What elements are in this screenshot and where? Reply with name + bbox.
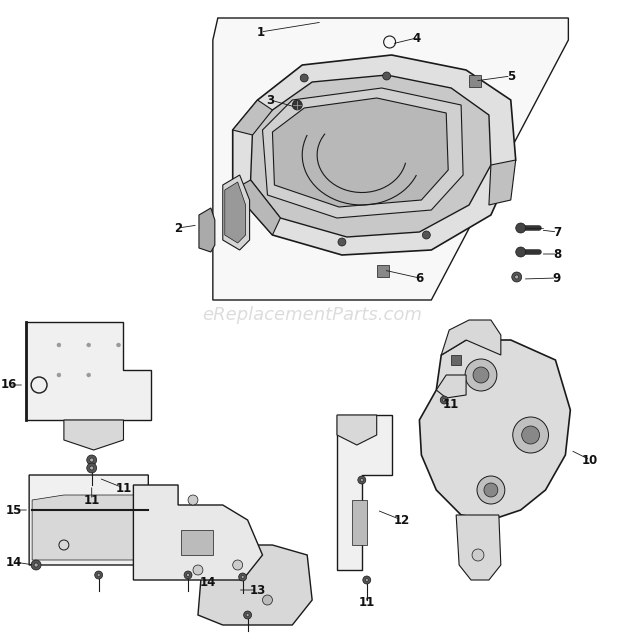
Circle shape (422, 231, 430, 239)
Circle shape (187, 573, 190, 577)
Circle shape (193, 565, 203, 575)
Circle shape (239, 573, 247, 581)
Polygon shape (250, 75, 491, 237)
Circle shape (484, 483, 498, 497)
Circle shape (513, 417, 549, 453)
Circle shape (90, 466, 94, 470)
Circle shape (292, 100, 302, 110)
Circle shape (95, 571, 103, 579)
Circle shape (465, 359, 497, 391)
Polygon shape (223, 175, 250, 250)
Circle shape (472, 549, 484, 561)
Circle shape (338, 238, 346, 246)
Circle shape (473, 367, 489, 383)
Text: 7: 7 (554, 225, 562, 239)
Polygon shape (419, 340, 570, 520)
Circle shape (512, 272, 521, 282)
Circle shape (232, 560, 242, 570)
Polygon shape (441, 320, 501, 355)
Text: 11: 11 (84, 494, 100, 506)
Circle shape (31, 560, 41, 570)
Text: 10: 10 (582, 453, 598, 467)
Circle shape (246, 613, 249, 617)
Polygon shape (262, 88, 463, 218)
Polygon shape (337, 415, 392, 570)
Polygon shape (32, 495, 171, 560)
Text: 4: 4 (412, 32, 420, 44)
Polygon shape (199, 208, 215, 252)
Circle shape (188, 495, 198, 505)
Text: 11: 11 (443, 399, 459, 411)
Bar (451, 355, 461, 365)
Polygon shape (272, 98, 448, 207)
Circle shape (515, 275, 519, 279)
Text: 15: 15 (6, 503, 22, 517)
Circle shape (358, 476, 366, 484)
Polygon shape (456, 515, 501, 580)
Bar (377, 265, 389, 277)
Circle shape (516, 223, 526, 233)
Polygon shape (337, 415, 377, 445)
Circle shape (90, 458, 94, 462)
Polygon shape (232, 180, 280, 235)
Bar (469, 75, 481, 87)
Circle shape (363, 576, 371, 584)
Text: 3: 3 (267, 94, 275, 106)
Text: 11: 11 (115, 482, 131, 494)
Polygon shape (64, 420, 123, 450)
Circle shape (87, 343, 91, 347)
Polygon shape (232, 100, 272, 135)
Text: 11: 11 (358, 596, 375, 610)
Text: 14: 14 (200, 577, 216, 589)
Polygon shape (352, 500, 367, 545)
Polygon shape (198, 545, 312, 625)
Circle shape (34, 563, 38, 567)
Polygon shape (225, 182, 246, 243)
Circle shape (241, 575, 244, 579)
Polygon shape (181, 530, 213, 555)
Circle shape (360, 479, 363, 482)
Circle shape (383, 72, 391, 80)
Text: 5: 5 (507, 70, 515, 82)
Polygon shape (232, 55, 516, 255)
Circle shape (117, 343, 120, 347)
Circle shape (443, 399, 446, 401)
Circle shape (244, 611, 252, 619)
Circle shape (87, 373, 91, 377)
Text: 12: 12 (394, 513, 410, 527)
Text: 6: 6 (415, 272, 423, 284)
Polygon shape (213, 18, 569, 300)
Circle shape (262, 595, 272, 605)
Circle shape (521, 426, 539, 444)
Text: 9: 9 (552, 272, 560, 284)
Polygon shape (26, 322, 151, 420)
Text: 14: 14 (6, 556, 22, 568)
Polygon shape (436, 375, 466, 398)
Circle shape (300, 74, 308, 82)
Text: 2: 2 (174, 222, 182, 234)
Text: 13: 13 (249, 584, 265, 596)
Circle shape (57, 373, 61, 377)
Circle shape (57, 343, 61, 347)
Circle shape (516, 247, 526, 257)
Circle shape (184, 571, 192, 579)
Circle shape (365, 579, 368, 582)
Circle shape (440, 396, 448, 404)
Circle shape (87, 455, 97, 465)
Text: 1: 1 (257, 25, 265, 39)
Text: 8: 8 (553, 248, 562, 261)
Text: 16: 16 (1, 379, 17, 391)
Circle shape (477, 476, 505, 504)
Circle shape (97, 573, 100, 577)
Polygon shape (489, 160, 516, 205)
Polygon shape (29, 475, 173, 565)
Polygon shape (133, 485, 262, 580)
Circle shape (87, 463, 97, 473)
Text: eReplacementParts.com: eReplacementParts.com (202, 306, 422, 324)
